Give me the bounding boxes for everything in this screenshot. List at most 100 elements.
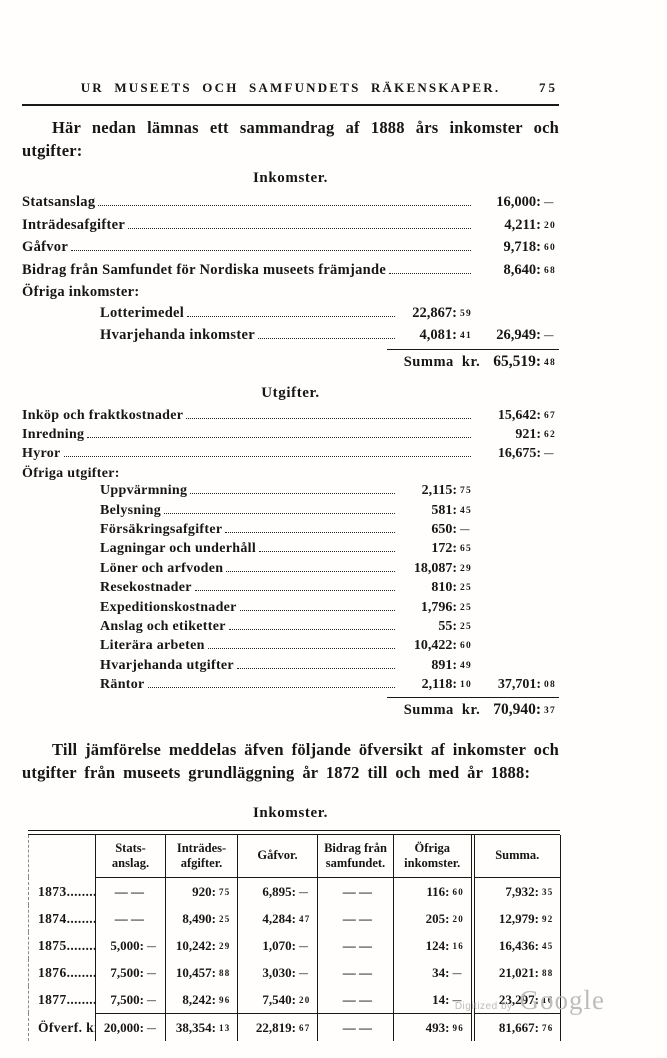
- table-top-double-rule: [28, 829, 560, 835]
- page-number: 75: [539, 80, 558, 95]
- amount-ore: 20: [544, 220, 556, 231]
- amount-kr: — —: [114, 910, 144, 926]
- amount-col2: 4,211: 20: [475, 215, 559, 238]
- item-label: Inträdesafgifter: [22, 216, 126, 233]
- item-label: Löner och arfvoden: [100, 560, 224, 576]
- summa-box: Summa kr. 70,940: 37: [387, 696, 559, 719]
- text-block: UR MUSEETS OCH SAMFUNDETS RÄKENSKAPER. 7…: [22, 80, 561, 1041]
- amount-cell: 34: —: [393, 958, 475, 986]
- amount-kr: — —: [342, 1019, 372, 1035]
- amount-cell: 1,070: —: [237, 931, 318, 959]
- list-item: Statsanslag 16,000: —: [22, 192, 559, 215]
- amount-kr: 38,354:: [175, 1019, 216, 1035]
- amount-kr: 16,000:: [496, 194, 541, 210]
- amount-cell: 8,242: 96: [165, 985, 238, 1014]
- list-item: Öfriga inkomster:: [22, 282, 559, 303]
- amount-cell: — —: [95, 877, 166, 905]
- amount-ore: 67: [544, 410, 556, 421]
- amount-cell: 5,000: —: [95, 931, 166, 959]
- income-list: Statsanslag 16,000: — Inträdesafgifter 4,…: [22, 192, 559, 371]
- list-item: Hvarjehanda inkomster 4,081: 41 26,949: —: [22, 325, 559, 348]
- amount-cell: 10,242: 29: [165, 931, 238, 959]
- amount-ore: 48: [544, 357, 556, 368]
- col-header-year: [28, 834, 96, 878]
- watermark: Digitized by Google: [455, 985, 605, 1016]
- amount-ore: 96: [219, 994, 231, 1005]
- list-item: Inträdesafgifter 4,211: 20: [22, 215, 559, 238]
- amount-kr: — —: [114, 883, 144, 899]
- amount-cell: 20,000: —: [95, 1012, 166, 1041]
- list-item: Hvarjehanda utgifter 891: 49: [22, 657, 559, 676]
- dot-leader: [147, 687, 395, 689]
- amount-cell: 124: 16: [393, 931, 475, 959]
- col-header-summa: Summa.: [472, 834, 561, 878]
- amount-cell: — —: [317, 958, 394, 986]
- amount-kr: 4,081:: [419, 327, 457, 343]
- amount-kr: 921:: [515, 426, 541, 442]
- amount-ore: 45: [460, 505, 472, 516]
- amount-kr: 7,540:: [262, 991, 296, 1007]
- item-label: Öfriga inkomster:: [22, 284, 140, 300]
- item-label: Anslag och etiketter: [100, 618, 226, 634]
- dot-leader: [190, 493, 395, 495]
- amount-col1: 172: 65: [399, 540, 475, 559]
- amount-cell: 920: 75: [165, 877, 238, 905]
- year-cell: 1873.........: [28, 877, 96, 905]
- item-label: Bidrag från Samfundet för Nordiska musee…: [22, 261, 387, 278]
- amount-kr: 70,940:: [493, 700, 541, 718]
- amount-kr: 10,422:: [413, 638, 457, 654]
- amount-cell: 22,819: 67: [237, 1012, 318, 1041]
- amount-kr: — —: [342, 883, 372, 899]
- amount-kr: 34:: [432, 964, 450, 980]
- amount-ore: 13: [219, 1022, 231, 1033]
- item-label: Expeditionskostnader: [100, 599, 237, 615]
- amount-kr: 7,500:: [110, 964, 144, 980]
- amount-cell: 23,297: 16: [472, 985, 561, 1014]
- list-item: Anslag och etiketter 55: 25: [22, 618, 559, 637]
- amount-col1: 18,087: 29: [399, 560, 475, 579]
- amount-cell: 4,284: 47: [237, 904, 318, 932]
- amount-ore: 16: [542, 994, 554, 1005]
- year-cell: 1875.........: [28, 931, 96, 959]
- amount-col1: 10,422: 60: [399, 637, 475, 656]
- table-row: 1875......... 5,000: — 10,242: 29 1,070: — …: [28, 931, 561, 959]
- summa-amount: 65,519: 48: [493, 353, 559, 371]
- table-row: 1873......... — — 920: 75 6,895: — — — 116…: [28, 877, 561, 905]
- dot-leader: [257, 338, 395, 339]
- amount-cell: 493: 96: [393, 1012, 475, 1041]
- amount-kr: 3,030:: [262, 964, 296, 980]
- table-heading: Inkomster.: [252, 804, 329, 821]
- list-item: Literära arbeten 10,422: 60: [22, 637, 559, 656]
- amount-kr: — —: [342, 910, 372, 926]
- item-label: Öfriga utgifter:: [22, 465, 120, 481]
- amount-cell: — —: [317, 931, 394, 959]
- amount-kr: 22,867:: [412, 304, 457, 321]
- list-item: Öfriga utgifter:: [22, 465, 559, 482]
- running-head: UR MUSEETS OCH SAMFUNDETS RÄKENSKAPER. 7…: [22, 80, 559, 96]
- amount-ore: —: [299, 940, 310, 951]
- amount-kr: 2,115:: [421, 483, 457, 499]
- list-item: Hyror 16,675: —: [22, 445, 559, 464]
- amount-col1: 581: 45: [399, 502, 475, 521]
- dot-leader: [228, 628, 395, 630]
- list-item: Resekostnader 810: 25: [22, 579, 559, 598]
- amount-cell: 116: 60: [393, 877, 475, 905]
- amount-ore: 60: [460, 641, 472, 652]
- year-cell: Öfverf. kr.: [28, 1013, 96, 1041]
- amount-ore: —: [299, 967, 310, 978]
- amount-cell: — —: [317, 877, 394, 905]
- income-table: Stats- anslag. Inträdes- afgifter. Gåfvo…: [28, 834, 561, 1041]
- amount-cell: 7,500: —: [95, 958, 166, 986]
- amount-ore: —: [452, 967, 463, 978]
- amount-kr: 1,796:: [420, 599, 457, 615]
- amount-kr: 12,979:: [498, 910, 539, 926]
- amount-ore: 25: [460, 583, 472, 594]
- amount-ore: 37: [544, 705, 556, 716]
- dot-leader: [259, 551, 395, 553]
- amount-ore: 08: [544, 680, 556, 691]
- amount-ore: —: [299, 886, 310, 897]
- summa-box: Summa kr. 65,519: 48: [387, 348, 559, 371]
- item-label: Räntor: [100, 677, 145, 693]
- item-label: Statsanslag: [22, 194, 96, 210]
- amount-kr: 10,242:: [175, 937, 216, 953]
